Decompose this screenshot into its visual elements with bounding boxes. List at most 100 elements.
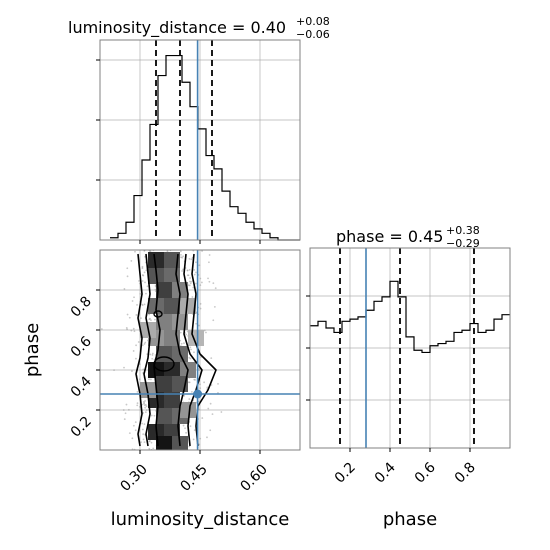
twod-sample-point: [131, 370, 133, 372]
twod-contour-inner-right: [175, 253, 189, 447]
twod-sample-point: [206, 386, 209, 389]
twod-sample-point: [151, 352, 154, 355]
twod-sample-point: [123, 366, 125, 369]
twod-ytick-label-3: 0.8: [68, 294, 95, 321]
phase-xtick-label-3: 0.8: [452, 460, 479, 487]
twod-sample-point: [208, 280, 211, 283]
twod-density-cell-17: [156, 376, 172, 392]
twod-sample-point: [126, 328, 128, 331]
twod-sample-point: [201, 250, 203, 252]
twod-truth-marker: [193, 389, 203, 399]
twod-sample-point: [187, 274, 190, 277]
twod-sample-point: [181, 256, 184, 259]
twod-sample-point: [145, 292, 147, 295]
title-phase-main: phase: [336, 227, 384, 246]
ylabel-phase: phase: [22, 323, 43, 377]
twod-sample-point: [149, 378, 152, 381]
twod-sample-point: [123, 418, 126, 421]
twod-contour-inner-left: [153, 253, 161, 447]
twod-sample-point: [142, 433, 145, 436]
twod-sample-point: [152, 447, 155, 450]
twod-sample-point: [149, 250, 152, 253]
twod-sample-point: [195, 261, 197, 264]
twod-sample-point: [188, 445, 191, 448]
twod-sample-point: [124, 412, 127, 415]
twod-sample-point: [133, 296, 135, 299]
twod-sample-point: [134, 250, 136, 253]
twod-density-cell-21: [156, 408, 172, 424]
phase-hist-step: [310, 280, 510, 354]
twod-sample-point: [145, 405, 148, 408]
twod-sample-point: [182, 424, 185, 427]
twod-sample-point: [134, 421, 137, 424]
twod-sample-point: [146, 285, 149, 288]
twod-sample-point: [145, 409, 148, 411]
twod-sample-point: [189, 277, 192, 279]
twod-sample-point: [199, 284, 202, 287]
twod-sample-point: [135, 314, 138, 316]
twod-sample-point: [136, 391, 139, 393]
twod-contour-island-1: [153, 356, 175, 372]
twod-sample-point: [195, 271, 197, 274]
twod-sample-point: [122, 409, 125, 411]
twod-sample-point: [142, 438, 145, 441]
twod-sample-point: [189, 280, 191, 283]
lumdist-hist-step: [110, 54, 300, 241]
twod-sample-point: [141, 428, 144, 431]
twod-sample-point: [150, 441, 153, 444]
twod-sample-point: [189, 425, 192, 428]
twod-sample-point: [126, 267, 129, 270]
twod-sample-point: [193, 351, 195, 354]
twod-sample-point: [143, 441, 146, 443]
twod-sample-point: [206, 436, 208, 439]
phase-xtick-label-2: 0.6: [412, 459, 439, 486]
twod-sample-point: [151, 354, 154, 356]
twod-sample-point: [142, 400, 145, 403]
twod-sample-point: [141, 267, 144, 270]
twod-sample-point: [141, 304, 144, 307]
twod-sample-point: [214, 287, 217, 290]
twod-sample-point: [130, 260, 133, 262]
twod-sample-point: [212, 319, 215, 322]
twod-density-cell-25: [156, 436, 172, 450]
twod-sample-point: [143, 404, 146, 407]
twod-sample-point: [148, 318, 151, 321]
twod-density-cell-15: [164, 362, 180, 378]
twod-sample-point: [205, 331, 207, 334]
xlabel-phase: phase: [383, 509, 437, 530]
twod-sample-point: [190, 258, 193, 261]
twod-sample-point: [186, 269, 189, 272]
twod-sample-point: [143, 271, 146, 274]
twod-sample-point: [195, 282, 197, 285]
twod-sample-point: [181, 270, 183, 272]
twod-sample-point: [182, 268, 184, 271]
twod-sample-point: [199, 383, 201, 386]
twod-sample-point: [127, 408, 130, 411]
twod-sample-point: [131, 437, 134, 440]
twod-sample-point: [198, 264, 201, 267]
twod-sample-point: [199, 302, 202, 305]
twod-sample-point: [144, 406, 147, 409]
twod-sample-point: [187, 381, 190, 384]
twod-sample-point: [188, 356, 191, 359]
twod-sample-point: [143, 402, 145, 405]
twod-sample-point: [144, 411, 147, 414]
twod-sample-point: [207, 407, 210, 410]
twod-xtick-label-1: 0.45: [177, 462, 210, 495]
twod-sample-point: [125, 403, 128, 406]
panel-phase-marginal: 0.2 0.4 0.6 0.8: [306, 247, 511, 487]
twod-sample-point: [188, 258, 191, 260]
twod-sample-point: [113, 369, 115, 372]
twod-sample-point: [208, 261, 210, 264]
twod-contour-outer-left: [135, 253, 143, 447]
twod-sample-point: [151, 357, 154, 360]
twod-sample-point: [153, 414, 156, 417]
twod-sample-point: [210, 357, 213, 360]
twod-sample-point: [212, 282, 215, 285]
twod-sample-point: [142, 368, 145, 371]
twod-sample-point: [207, 277, 209, 280]
twod-ytick-label-0: 0.2: [68, 414, 95, 441]
twod-sample-point: [185, 333, 188, 336]
twod-sample-point: [137, 341, 140, 343]
